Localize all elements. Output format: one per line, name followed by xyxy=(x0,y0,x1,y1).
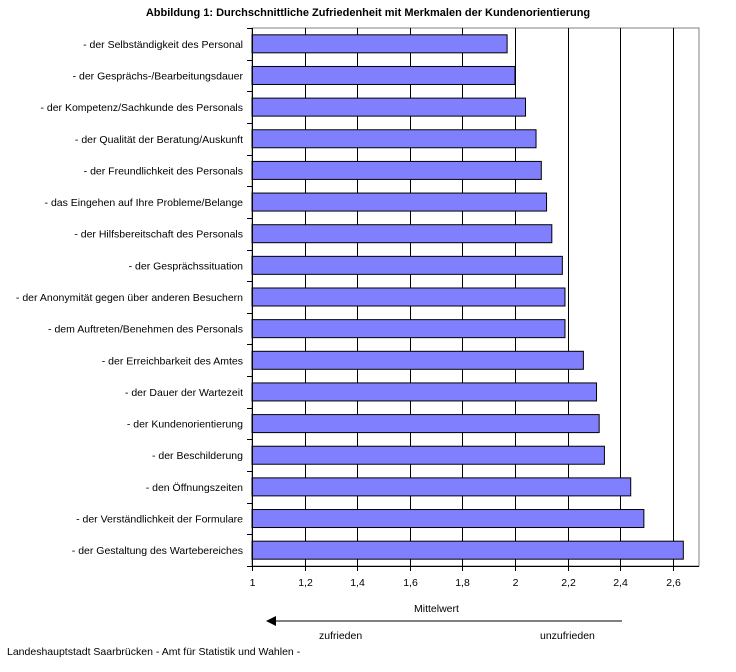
bar xyxy=(251,97,527,117)
x-tick-label: 1,6 xyxy=(403,577,418,589)
category-label: - der Qualität der Beratung/Auskunft xyxy=(75,134,243,146)
x-tick-label: 1 xyxy=(250,577,256,589)
x-tick-label: 1,4 xyxy=(350,577,365,589)
bar xyxy=(251,319,566,339)
category-label: - der Gestaltung des Wartebereiches xyxy=(72,545,243,557)
x-tick-labels: 1 1,2 1,4 1,6 1,8 2 2,2 2,4 2,6 xyxy=(250,577,681,589)
category-label: - der Kompetenz/Sachkunde des Personals xyxy=(40,102,243,114)
category-label: - der Selbständigkeit des Personal xyxy=(83,39,243,51)
category-label: - der Freundlichkeit des Personals xyxy=(84,165,243,177)
x-axis xyxy=(247,28,699,571)
category-label: - der Kundenorientierung xyxy=(127,419,243,431)
x-tick-label: 2,4 xyxy=(613,577,628,589)
bar xyxy=(251,445,605,465)
x-axis-label: Mittelwert xyxy=(414,603,459,615)
bars xyxy=(251,34,684,560)
bar xyxy=(251,65,516,85)
footer-source: Landeshauptstadt Saarbrücken - Amt für S… xyxy=(7,646,301,658)
bar xyxy=(251,509,645,529)
bar xyxy=(251,129,537,149)
category-labels: - der Selbständigkeit des Personal - der … xyxy=(16,39,244,557)
bar xyxy=(251,192,548,212)
x-tick-label: 2 xyxy=(513,577,519,589)
x-tick-label: 2,2 xyxy=(561,577,576,589)
x-tick-label: 2,6 xyxy=(666,577,681,589)
bar xyxy=(251,414,600,434)
category-label: - der Erreichbarkeit des Amtes xyxy=(102,355,243,367)
bar xyxy=(251,287,566,307)
bar xyxy=(251,477,632,497)
category-label: - der Anonymität gegen über anderen Besu… xyxy=(16,292,243,304)
arrow-right-label: unzufrieden xyxy=(540,630,595,642)
bar xyxy=(251,160,542,180)
x-tick-label: 1,8 xyxy=(455,577,470,589)
category-label: - der Beschilderung xyxy=(152,450,243,462)
arrow-left-label: zufrieden xyxy=(319,630,363,642)
category-label: - den Öffnungszeiten xyxy=(146,482,243,494)
bar xyxy=(251,350,584,370)
bar xyxy=(251,540,684,560)
category-label: - der Gesprächssituation xyxy=(129,260,244,272)
bar xyxy=(251,255,563,275)
bar xyxy=(251,224,553,244)
category-label: - der Gesprächs-/Bearbeitungsdauer xyxy=(73,70,244,82)
chart-title: Abbildung 1: Durchschnittliche Zufrieden… xyxy=(145,7,591,19)
category-label: - der Verständlichkeit der Formulare xyxy=(76,514,243,526)
bar xyxy=(251,34,508,54)
bar xyxy=(251,382,598,402)
x-tick-label: 1,2 xyxy=(298,577,313,589)
category-label: - dem Auftreten/Benehmen des Personals xyxy=(48,324,243,336)
category-label: - der Dauer der Wartezeit xyxy=(125,387,243,399)
category-label: - der Hilfsbereitschaft des Personals xyxy=(74,229,243,241)
category-label: - das Eingehen auf Ihre Probleme/Belange xyxy=(45,197,244,209)
